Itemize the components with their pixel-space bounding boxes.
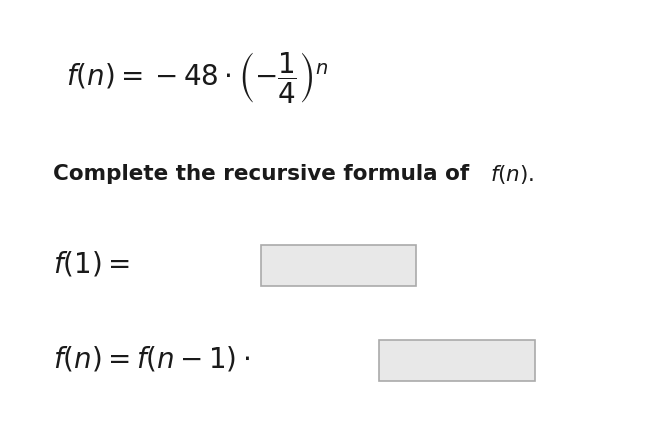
Text: $f(n).$: $f(n).$ [490, 163, 534, 186]
Text: Complete the recursive formula of: Complete the recursive formula of [53, 164, 477, 184]
Text: $f(n) = f(n-1)\cdot$: $f(n) = f(n-1)\cdot$ [53, 344, 250, 374]
FancyBboxPatch shape [261, 245, 416, 286]
Text: $f(n) = -48\cdot\left(-\dfrac{1}{4}\right)^{n}$: $f(n) = -48\cdot\left(-\dfrac{1}{4}\righ… [66, 50, 328, 105]
FancyBboxPatch shape [379, 340, 535, 381]
Text: $f(1) =$: $f(1) =$ [53, 250, 129, 279]
